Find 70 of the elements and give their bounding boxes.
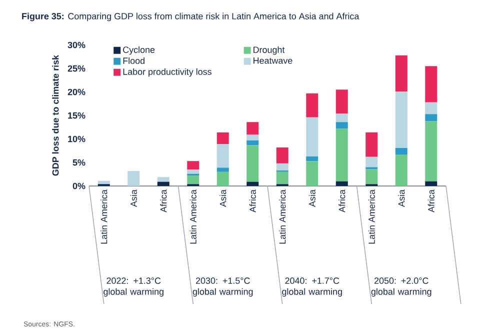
chart-title: Figure 35: Comparing GDP loss from climate risk in Latin America to Asia and Africa (22, 12, 360, 22)
bar (395, 92, 408, 148)
x-tick-label: Latin America (279, 190, 286, 244)
bar (246, 122, 259, 135)
x-tick-label: Asia (398, 190, 405, 207)
bar (425, 181, 438, 186)
legend-label: Drought (254, 46, 285, 55)
y-tick-label: 15% (68, 112, 86, 119)
bar (366, 132, 378, 157)
bar (425, 121, 438, 182)
bar (157, 177, 170, 182)
x-tick-label: Africa (249, 190, 256, 212)
legend-label: Labor productivity loss (123, 68, 212, 77)
bar (336, 128, 348, 182)
bar (157, 182, 170, 186)
bar (395, 148, 408, 155)
bar (246, 182, 259, 186)
text: 2040: +1.7°C global warming (282, 278, 342, 297)
bar (366, 156, 378, 168)
bar (187, 161, 200, 170)
bar (128, 170, 140, 186)
bar (246, 145, 259, 182)
bar (276, 147, 288, 164)
bar (187, 176, 200, 184)
y-tick-label: 5% (72, 159, 86, 166)
x-tick-label: Africa (428, 190, 434, 212)
text: 2022: +1.3°C global warming (104, 278, 164, 297)
x-tick-label: Africa (160, 190, 167, 212)
y-tick-label: 30% (68, 42, 86, 48)
bar (306, 93, 318, 118)
legend-label: Cyclone (123, 46, 155, 55)
bar (425, 102, 438, 114)
bar (425, 114, 438, 122)
x-tick-label: Africa (338, 190, 346, 212)
x-tick-label: Latin America (190, 190, 196, 244)
bar (246, 134, 259, 140)
y-tick-label: 0% (72, 182, 86, 190)
bar (98, 180, 110, 184)
bar (306, 156, 318, 162)
bar (306, 117, 318, 156)
y-axis-title: GDP loss due to climate risk (52, 54, 59, 176)
bar (216, 144, 229, 168)
bar (395, 55, 408, 92)
bar (366, 169, 378, 184)
y-tick-label: 20% (68, 88, 86, 96)
bar (425, 66, 438, 102)
bar (216, 132, 229, 144)
legend-label: Flood (123, 57, 144, 64)
bar (336, 114, 348, 122)
x-tick-label: Latin America (100, 190, 108, 244)
bar (187, 170, 200, 174)
bar (336, 122, 348, 129)
bar (276, 163, 288, 170)
x-tick-label: Asia (308, 190, 316, 207)
bar (336, 181, 348, 186)
bar (216, 172, 229, 186)
text: 2050: +2.0°C global warming (371, 278, 432, 297)
bar (246, 140, 259, 146)
text: 2030: +1.5°C global warming (192, 278, 253, 297)
bar (395, 154, 408, 186)
y-tick-label: 10% (68, 136, 86, 142)
x-tick-label: Latin America (368, 190, 375, 244)
x-tick-label: Asia (220, 190, 226, 207)
bar (276, 172, 288, 184)
bar (216, 168, 229, 172)
y-tick-label: 25% (68, 65, 86, 72)
x-tick-label: Asia (130, 190, 137, 207)
bar (336, 90, 348, 114)
bar (306, 161, 318, 186)
legend-label: Heatwave (254, 58, 292, 64)
